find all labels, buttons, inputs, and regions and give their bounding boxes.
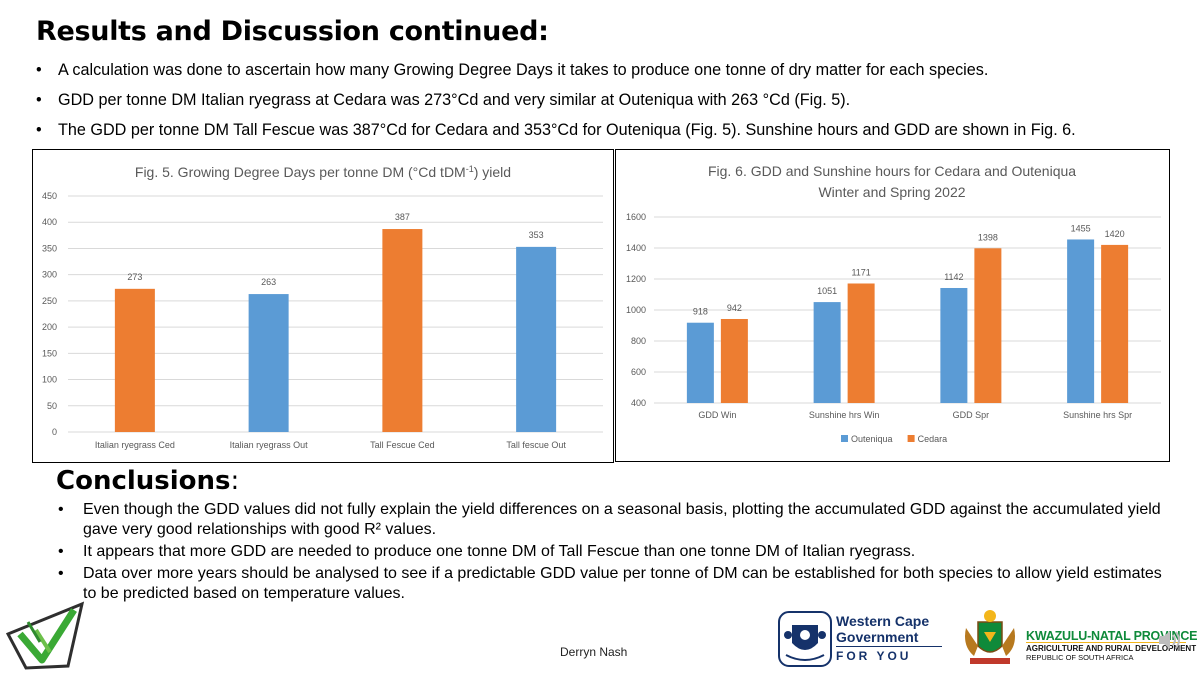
fig6-data-label: 1398 xyxy=(978,232,998,242)
coat-of-arms-icon xyxy=(778,611,832,667)
results-bullets: A calculation was done to ascertain how … xyxy=(36,60,1186,150)
fig5-ytick-label: 150 xyxy=(42,348,57,358)
fig6-legend-label: Cedara xyxy=(918,434,948,444)
fig6-bar xyxy=(1101,244,1129,403)
fig6-ytick-label: 600 xyxy=(631,367,646,377)
speaker-icon[interactable] xyxy=(1155,625,1185,655)
audio-speaker-icon[interactable] xyxy=(1155,625,1185,655)
fig5-ytick-label: 400 xyxy=(42,217,57,227)
fig6-legend-swatch xyxy=(841,435,848,442)
fig6-bar xyxy=(1067,239,1095,403)
fig5-ytick-label: 250 xyxy=(42,296,57,306)
fig6-data-label: 918 xyxy=(693,307,708,317)
conclusion-item-text: Even though the GDD values did not fully… xyxy=(83,501,1161,538)
fig5-ytick-label: 50 xyxy=(47,401,57,411)
kzn-republic-name: REPUBLIC OF SOUTH AFRICA xyxy=(1026,653,1134,662)
fig6-category-label: GDD Spr xyxy=(953,410,990,420)
fig5-title-end: ) yield xyxy=(474,164,511,180)
fig6-data-label: 942 xyxy=(727,303,742,313)
fig5-chart-svg: Fig. 5. Growing Degree Days per tonne DM… xyxy=(42,164,603,450)
fig5-category-label: Italian ryegrass Ced xyxy=(95,440,175,450)
results-bullet: A calculation was done to ascertain how … xyxy=(36,60,1186,80)
fig6-bar xyxy=(686,322,714,403)
fig5-title-main: Fig. 5. Growing Degree Days per tonne DM… xyxy=(135,164,466,180)
fig5-title: Fig. 5. Growing Degree Days per tonne DM… xyxy=(135,164,511,180)
fig5-ytick-label: 350 xyxy=(42,243,57,253)
leaf-logo-icon xyxy=(5,601,85,670)
fig6-title-line1: Fig. 6. GDD and Sunshine hours for Cedar… xyxy=(708,163,1076,179)
fig6-category-label: GDD Win xyxy=(698,410,736,420)
conclusions-heading-colon: : xyxy=(230,466,240,496)
author-name: Derryn Nash xyxy=(560,645,628,659)
fig5-bar xyxy=(516,246,557,432)
fig6-ytick-label: 400 xyxy=(631,398,646,408)
fig6-bar xyxy=(974,248,1002,403)
wc-tagline: FOR YOU xyxy=(836,649,912,663)
fig5-category-label: Italian ryegrass Out xyxy=(230,440,309,450)
fig6-ytick-label: 1600 xyxy=(626,212,646,222)
fig5-data-label: 353 xyxy=(529,230,544,240)
fig6-chart-svg: Fig. 6. GDD and Sunshine hours for Cedar… xyxy=(626,163,1161,444)
fig5-ytick-label: 100 xyxy=(42,375,57,385)
fig6-category-label: Sunshine hrs Spr xyxy=(1063,410,1132,420)
fig5-data-label: 273 xyxy=(127,272,142,282)
fig5-category-label: Tall Fescue Ced xyxy=(370,440,435,450)
slide-title: Results and Discussion continued: xyxy=(36,16,549,47)
fig6-legend-swatch xyxy=(907,435,915,442)
fig6-data-label: 1142 xyxy=(944,272,963,282)
fig6-ytick-label: 800 xyxy=(631,336,646,346)
fig6-legend-label: Outeniqua xyxy=(851,434,893,444)
organization-logo xyxy=(5,600,86,670)
fig6-ytick-label: 1000 xyxy=(626,305,646,315)
fig5-chart: Fig. 5. Growing Degree Days per tonne DM… xyxy=(32,149,614,463)
conclusions-heading-text: Conclusions xyxy=(56,466,231,496)
results-bullet: The GDD per tonne DM Tall Fescue was 387… xyxy=(36,120,1186,140)
fig5-category-label: Tall fescue Out xyxy=(506,440,566,450)
fig5-bar xyxy=(382,229,423,432)
kzn-crest-icon xyxy=(965,610,1015,664)
conclusions-list: Even though the GDD values did not fully… xyxy=(56,500,1176,606)
fig5-ytick-label: 300 xyxy=(42,270,57,280)
fig5-bar xyxy=(248,294,289,432)
fig6-bar xyxy=(847,283,875,403)
wc-government-name: Western Cape Government xyxy=(836,613,929,645)
conclusion-item: It appears that more GDD are needed to p… xyxy=(56,542,1176,562)
fig6-bar xyxy=(813,302,841,403)
wc-line2: Government xyxy=(836,629,919,645)
conclusion-item: Data over more years should be analysed … xyxy=(56,564,1176,604)
wc-line1: Western Cape xyxy=(836,613,930,629)
fig6-bar xyxy=(940,287,968,403)
conclusion-item: Even though the GDD values did not fully… xyxy=(56,500,1176,540)
fig6-ytick-label: 1400 xyxy=(626,243,646,253)
fig5-ytick-label: 450 xyxy=(42,191,57,201)
kzn-department-name: AGRICULTURE AND RURAL DEVELOPMENT xyxy=(1026,644,1197,653)
fig6-title-line2: Winter and Spring 2022 xyxy=(818,184,965,200)
fig6-bar xyxy=(720,318,748,403)
western-cape-government-logo: Western Cape Government FOR YOU xyxy=(778,611,944,667)
fig5-ytick-label: 200 xyxy=(42,322,57,332)
kzn-province-logo: KWAZULU-NATAL PROVINCE AGRICULTURE AND R… xyxy=(958,606,1197,670)
kzn-province-name: KWAZULU-NATAL PROVINCE xyxy=(1026,629,1198,643)
fig5-data-label: 263 xyxy=(261,277,276,287)
fig6-chart: Fig. 6. GDD and Sunshine hours for Cedar… xyxy=(615,149,1170,462)
fig6-category-label: Sunshine hrs Win xyxy=(809,410,880,420)
fig5-bar xyxy=(114,288,155,432)
fig5-ytick-label: 0 xyxy=(52,427,57,437)
fig6-data-label: 1420 xyxy=(1105,229,1125,239)
fig5-data-label: 387 xyxy=(395,212,410,222)
results-bullet: GDD per tonne DM Italian ryegrass at Ced… xyxy=(36,90,1186,110)
fig6-ytick-label: 1200 xyxy=(626,274,646,284)
fig6-data-label: 1051 xyxy=(817,286,837,296)
fig6-data-label: 1455 xyxy=(1071,223,1091,233)
fig6-data-label: 1171 xyxy=(851,267,870,277)
fig5-title-sup: -1 xyxy=(466,164,474,174)
conclusions-heading: Conclusions: xyxy=(56,466,239,496)
